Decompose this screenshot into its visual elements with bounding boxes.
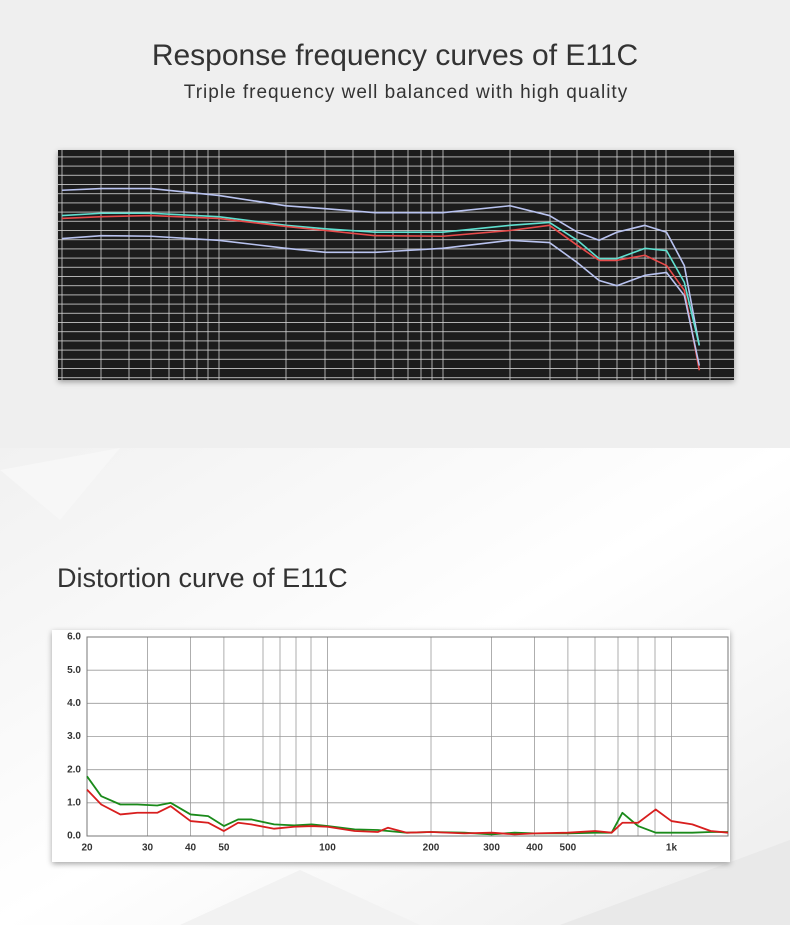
y-tick-label: 0.0 xyxy=(67,831,81,842)
series-line xyxy=(61,234,701,366)
chart-subtitle: Triple frequency well balanced with high… xyxy=(184,82,628,103)
y-tick-label: 2.0 xyxy=(67,764,81,775)
y-tick-label: 6.0 xyxy=(67,632,81,643)
x-tick-label: 300 xyxy=(483,843,500,854)
x-tick-label: 30 xyxy=(142,843,154,854)
y-tick-label: 1.0 xyxy=(67,797,81,808)
plot-frame xyxy=(86,636,729,837)
y-tick-label: 4.0 xyxy=(67,698,81,709)
x-tick-label: 40 xyxy=(185,843,197,854)
distortion-panel xyxy=(52,630,730,862)
x-tick-label: 50 xyxy=(218,843,230,854)
x-tick-label: 100 xyxy=(319,843,336,854)
chart-title: Distortion curve of E11C xyxy=(57,563,348,593)
y-tick-label: 3.0 xyxy=(67,731,81,742)
panel xyxy=(52,630,730,862)
y-tick-label: 5.0 xyxy=(67,665,81,676)
chart-title: Response frequency curves of E11C xyxy=(152,39,638,72)
series-line xyxy=(61,187,701,346)
series-line xyxy=(61,214,701,371)
series-line xyxy=(61,212,701,346)
chart-layer: 0.0 1.0 2.0 3.0 4.0 5.0 6.0 20 30 40 50 100 200 300 40… xyxy=(61,187,729,854)
grid-pattern xyxy=(58,150,734,380)
x-tick-label: 1k xyxy=(666,843,678,854)
x-tick-label: 500 xyxy=(560,843,577,854)
decor xyxy=(0,448,120,520)
series-line xyxy=(86,788,729,836)
x-tick-label: 20 xyxy=(81,843,93,854)
x-tick-label: 200 xyxy=(423,843,440,854)
x-tick-label: 400 xyxy=(526,843,543,854)
decor xyxy=(180,870,420,925)
decor xyxy=(560,840,790,925)
